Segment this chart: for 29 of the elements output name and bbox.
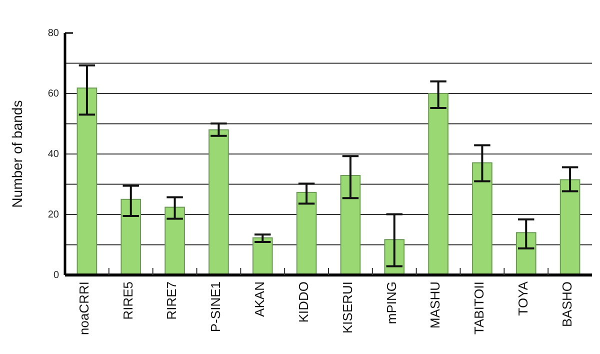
bar — [560, 179, 580, 276]
bar — [164, 206, 185, 276]
x-tick-label: MASHU — [428, 282, 443, 328]
bar — [120, 198, 142, 276]
bar — [296, 192, 317, 276]
x-tick-label: BASHO — [559, 282, 574, 328]
y-tick-label: 0 — [53, 270, 60, 282]
x-tick-label: RIRE5 — [120, 282, 136, 320]
x-tick-label: noaCRRI — [76, 282, 92, 335]
x-tick-label: TOYA — [516, 281, 531, 316]
bar — [76, 88, 98, 276]
bar — [208, 129, 229, 276]
x-tick-label: KIDDO — [296, 282, 311, 323]
x-tick-label: RIRE7 — [164, 282, 180, 320]
y-tick-label: 60 — [48, 88, 60, 100]
x-tick-label: AKAN — [252, 282, 268, 317]
y-tick-label: 80 — [48, 28, 60, 40]
bar — [516, 232, 536, 276]
y-axis-title: Number of bands — [9, 100, 25, 208]
x-tick-label: P-SINE1 — [208, 282, 224, 332]
x-tick-label: KISERUI — [340, 282, 355, 334]
bar — [340, 174, 361, 276]
x-tick-label: TABITOII — [472, 282, 487, 334]
x-tick-label: mPING — [384, 282, 399, 324]
bar — [428, 93, 448, 276]
bar — [252, 237, 273, 276]
bar — [472, 162, 492, 276]
y-tick-label: 20 — [48, 210, 60, 221]
y-tick-label: 40 — [48, 149, 60, 160]
